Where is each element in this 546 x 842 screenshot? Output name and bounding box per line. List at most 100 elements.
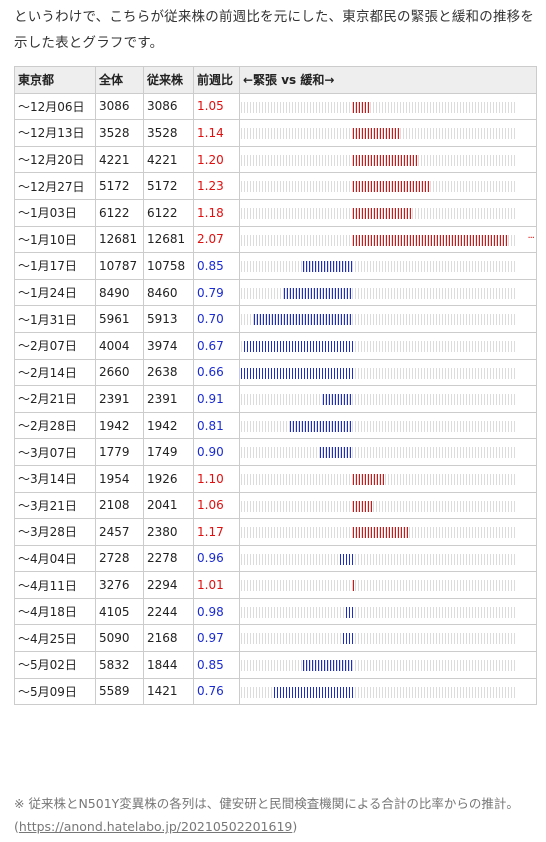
- bar-track: [241, 367, 517, 379]
- ratio-cell: 1.23: [193, 172, 240, 200]
- week-cell: ～3月07日: [14, 438, 96, 466]
- relaxation-bar: [343, 633, 353, 645]
- relaxation-bar: [303, 660, 353, 672]
- conventional-cell: 2380: [143, 518, 194, 546]
- bar-track: [241, 181, 517, 193]
- week-cell: ～1月31日: [14, 305, 96, 333]
- total-cell: 4105: [95, 597, 144, 626]
- week-cell: ～12月06日: [14, 92, 96, 121]
- total-cell: 2728: [95, 544, 144, 573]
- week-cell: ～2月28日: [14, 411, 96, 440]
- total-cell: 4004: [95, 331, 144, 360]
- table-row: ～3月28日 2457 2380 1.17: [14, 518, 537, 546]
- table-body: ～12月06日 3086 3086 1.05 ～12月13日 3528 3528 1.14 ～1…: [14, 92, 537, 706]
- conventional-cell: 5172: [143, 172, 194, 200]
- tension-bar-cell: [239, 464, 537, 493]
- conventional-cell: 1421: [143, 677, 194, 706]
- ratio-cell: 1.01: [193, 571, 240, 599]
- bar-track: [241, 234, 517, 246]
- bar-track: [241, 686, 517, 698]
- source-link[interactable]: https://anond.hatelabo.jp/20210502201619: [18, 819, 293, 834]
- tension-bar: [353, 473, 386, 485]
- table-row: ～3月14日 1954 1926 1.10: [14, 464, 537, 493]
- table-row: ～2月14日 2660 2638 0.66: [14, 358, 537, 387]
- ratio-cell: 0.90: [193, 438, 240, 466]
- week-cell: ～4月18日: [14, 597, 96, 626]
- week-cell: ～3月14日: [14, 464, 96, 493]
- relaxation-bar: [320, 447, 353, 459]
- tension-bar-cell: ...: [239, 225, 537, 254]
- ratio-cell: 0.81: [193, 411, 240, 440]
- week-cell: ～2月14日: [14, 358, 96, 387]
- table-row: ～4月11日 3276 2294 1.01: [14, 571, 537, 599]
- table-row: ～4月18日 4105 2244 0.98: [14, 597, 537, 626]
- bar-track: [241, 580, 517, 592]
- total-cell: 1942: [95, 411, 144, 440]
- ratio-cell: 2.07: [193, 225, 240, 254]
- bar-track: [241, 633, 517, 645]
- conventional-cell: 2244: [143, 597, 194, 626]
- total-cell: 8490: [95, 278, 144, 307]
- relaxation-bar: [303, 261, 353, 273]
- total-cell: 1954: [95, 464, 144, 493]
- conventional-cell: 8460: [143, 278, 194, 307]
- tension-bar: [353, 527, 409, 539]
- footnote-text: ※ 従来株とN501Y変異株の各列は、健安研と民間検査機関による合計の比率からの…: [14, 796, 519, 834]
- conventional-cell: 12681: [143, 225, 194, 254]
- conventional-cell: 5913: [143, 305, 194, 333]
- conventional-cell: 1844: [143, 651, 194, 679]
- bar-track: [241, 207, 517, 219]
- total-cell: 2108: [95, 491, 144, 520]
- tension-bar: [353, 500, 373, 512]
- tension-bar-cell: [239, 252, 537, 280]
- conventional-cell: 3086: [143, 92, 194, 121]
- table-row: ～2月07日 4004 3974 0.67: [14, 331, 537, 360]
- table-row: ～12月06日 3086 3086 1.05: [14, 92, 537, 121]
- table-row: ～1月24日 8490 8460 0.79: [14, 278, 537, 307]
- bar-track: [241, 128, 517, 140]
- conventional-cell: 2278: [143, 544, 194, 573]
- intro-paragraph: というわけで、こちらが従来株の前週比を元にした、東京都民の緊張と緩和の推移を示し…: [14, 9, 535, 51]
- relaxation-bar: [290, 420, 353, 432]
- tension-bar: [353, 181, 429, 193]
- total-cell: 5090: [95, 624, 144, 653]
- week-cell: ～1月03日: [14, 198, 96, 227]
- conventional-cell: 10758: [143, 252, 194, 280]
- ratio-cell: 1.20: [193, 145, 240, 174]
- table-row: ～4月04日 2728 2278 0.96: [14, 544, 537, 573]
- relaxation-bar: [284, 287, 353, 299]
- ratio-cell: 0.79: [193, 278, 240, 307]
- total-cell: 2660: [95, 358, 144, 387]
- relaxation-bar: [323, 394, 353, 406]
- ratio-cell: 0.96: [193, 544, 240, 573]
- ratio-cell: 1.05: [193, 92, 240, 121]
- total-cell: 1779: [95, 438, 144, 466]
- tension-bar-cell: [239, 518, 537, 546]
- relaxation-bar: [244, 340, 353, 352]
- week-cell: ～5月02日: [14, 651, 96, 679]
- header-tension-vs-relaxation: ←緊張 vs 緩和→: [239, 66, 537, 94]
- tension-bar-cell: [239, 331, 537, 360]
- week-cell: ～12月13日: [14, 119, 96, 147]
- ratio-cell: 0.97: [193, 624, 240, 653]
- footnote-close: ): [292, 819, 298, 834]
- tension-bar-cell: [239, 651, 537, 679]
- ratio-cell: 0.85: [193, 252, 240, 280]
- week-cell: ～12月20日: [14, 145, 96, 174]
- tension-bar-cell: [239, 491, 537, 520]
- tension-bar-cell: [239, 278, 537, 307]
- ratio-cell: 1.17: [193, 518, 240, 546]
- ratio-cell: 0.66: [193, 358, 240, 387]
- table-row: ～12月13日 3528 3528 1.14: [14, 119, 537, 147]
- conventional-cell: 2168: [143, 624, 194, 653]
- tension-bar-cell: [239, 677, 537, 706]
- relaxation-bar: [340, 553, 353, 565]
- bar-track: [241, 394, 517, 406]
- conventional-cell: 2391: [143, 385, 194, 413]
- conventional-cell: 2294: [143, 571, 194, 599]
- conventional-cell: 3974: [143, 331, 194, 360]
- table-row: ～12月20日 4221 4221 1.20: [14, 145, 537, 174]
- tension-bar-cell: [239, 172, 537, 200]
- ratio-cell: 0.85: [193, 651, 240, 679]
- total-cell: 12681: [95, 225, 144, 254]
